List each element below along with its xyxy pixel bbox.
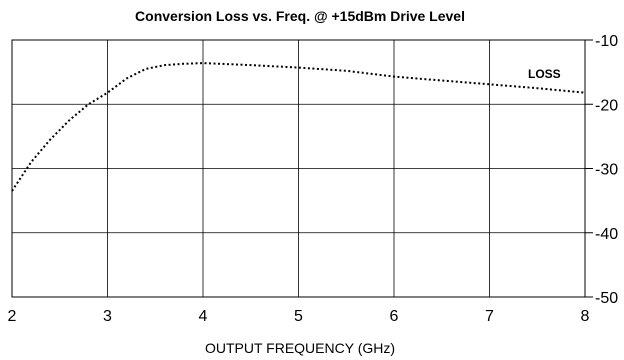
x-tick-label: 6 xyxy=(390,308,399,325)
grid xyxy=(12,40,585,297)
y-tick-label: -40 xyxy=(595,226,618,243)
y-axis: -10 -20 -30 -40 -50 xyxy=(585,33,618,307)
y-tick-label: -50 xyxy=(595,290,618,307)
x-tick-label: 5 xyxy=(294,308,303,325)
series-layer xyxy=(11,62,586,192)
x-tick-label: 8 xyxy=(581,308,590,325)
x-tick-label: 7 xyxy=(485,308,494,325)
plot-frame xyxy=(11,39,586,298)
x-tick-label: 2 xyxy=(8,308,17,325)
x-axis-label: OUTPUT FREQUENCY (GHz) xyxy=(205,340,395,356)
y-tick-label: -20 xyxy=(595,97,618,114)
y-tick-label: -30 xyxy=(595,162,618,179)
x-tick-label: 3 xyxy=(103,308,112,325)
series-line-loss xyxy=(11,62,586,192)
x-axis: 2 3 4 5 6 7 8 xyxy=(8,308,590,325)
series-label-loss: LOSS xyxy=(528,67,561,81)
x-tick-label: 4 xyxy=(199,308,208,325)
y-tick-label: -10 xyxy=(595,33,618,50)
chart-title: Conversion Loss vs. Freq. @ +15dBm Drive… xyxy=(135,8,465,24)
